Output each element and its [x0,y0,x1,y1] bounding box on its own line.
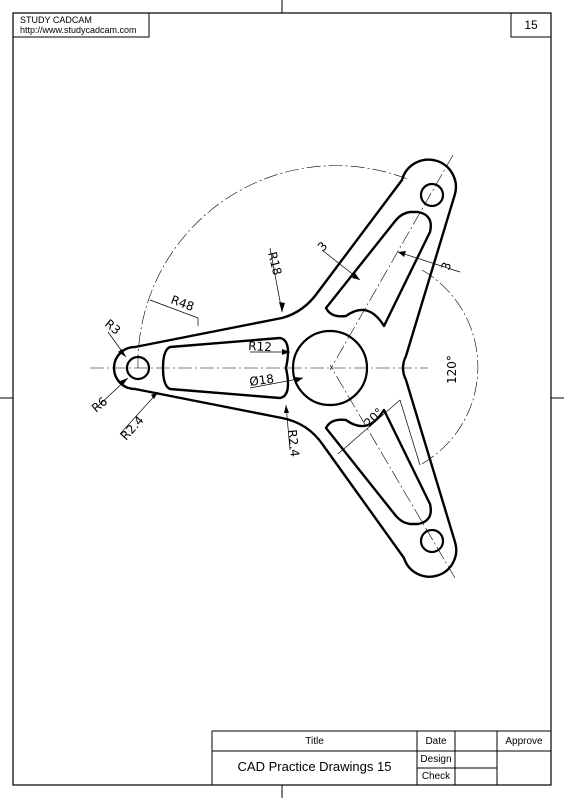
dim-angle-120: 120° [445,355,459,384]
dim-dia18: Ø18 [248,372,274,389]
sheet-number: 15 [524,18,538,32]
dim-r3: R3 [102,317,123,338]
company-url: http://www.studycadcam.com [20,25,137,35]
dim-r2-4-left: R2.4 [118,413,147,443]
upper-slot [324,210,432,328]
lower-slot [324,408,432,526]
dim-r2-4-mid: R2.4 [285,429,302,458]
part-outline [112,158,458,578]
dim-r18: R18 [265,250,284,276]
title-value: CAD Practice Drawings 15 [237,759,392,774]
center-hole [291,329,369,407]
title-block-grid [211,730,552,786]
bottom-hole [419,528,445,554]
title-label: Title [305,736,324,747]
top-hole [419,182,445,208]
left-slot [161,336,290,400]
approve-label: Approve [505,736,543,747]
drawing-border [12,12,552,786]
holes [125,182,445,554]
check-label: Check [421,771,451,782]
outer-profile [112,158,458,578]
dim-r48: R48 [169,293,196,314]
dim-thickness-a: 3 [315,239,331,254]
center-lines [90,154,479,579]
dimension-arrows [118,251,406,413]
date-label: Date [425,736,447,747]
dim-r12: R12 [248,339,272,354]
design-label: Design [420,754,452,765]
dim-thickness-b: 3 [439,260,455,272]
left-hole [125,355,151,381]
dimension-texts: R3 R6 R2.4 R48 R18 R12 Ø18 R2.4 3 3 120°… [89,239,459,458]
company-name: STUDY CADCAM [20,15,92,25]
header-boxes [12,12,552,38]
